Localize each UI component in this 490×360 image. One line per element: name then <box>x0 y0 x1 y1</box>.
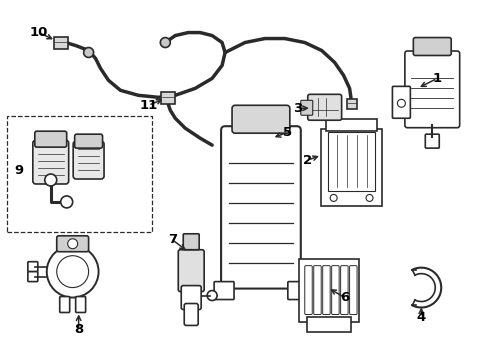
FancyBboxPatch shape <box>184 303 198 325</box>
FancyBboxPatch shape <box>33 140 69 184</box>
FancyBboxPatch shape <box>414 37 451 55</box>
FancyBboxPatch shape <box>183 234 199 250</box>
FancyBboxPatch shape <box>214 282 234 300</box>
FancyBboxPatch shape <box>35 131 67 147</box>
FancyBboxPatch shape <box>181 285 201 310</box>
FancyBboxPatch shape <box>221 126 301 289</box>
Circle shape <box>84 48 94 58</box>
Bar <box>54 37 68 49</box>
FancyBboxPatch shape <box>74 134 102 148</box>
FancyBboxPatch shape <box>308 94 342 120</box>
FancyBboxPatch shape <box>7 116 152 232</box>
Circle shape <box>397 99 405 107</box>
Circle shape <box>61 196 73 208</box>
FancyBboxPatch shape <box>326 119 377 131</box>
Text: 11: 11 <box>139 99 157 112</box>
Circle shape <box>207 291 217 301</box>
FancyBboxPatch shape <box>75 297 86 312</box>
Text: 7: 7 <box>168 233 177 246</box>
FancyBboxPatch shape <box>73 141 104 179</box>
FancyBboxPatch shape <box>232 105 290 133</box>
Circle shape <box>366 194 373 201</box>
FancyBboxPatch shape <box>305 266 312 315</box>
FancyBboxPatch shape <box>341 266 348 315</box>
FancyBboxPatch shape <box>299 259 359 323</box>
Circle shape <box>68 239 77 249</box>
FancyBboxPatch shape <box>328 132 375 191</box>
Text: 9: 9 <box>14 163 24 176</box>
FancyBboxPatch shape <box>28 262 38 272</box>
Text: 4: 4 <box>416 311 426 324</box>
Text: 5: 5 <box>283 126 293 139</box>
Text: 10: 10 <box>29 26 48 39</box>
FancyBboxPatch shape <box>60 297 70 312</box>
FancyBboxPatch shape <box>425 134 439 148</box>
FancyBboxPatch shape <box>349 266 357 315</box>
FancyBboxPatch shape <box>392 86 410 118</box>
Bar <box>346 99 357 109</box>
FancyBboxPatch shape <box>301 100 313 115</box>
FancyBboxPatch shape <box>178 250 204 292</box>
FancyBboxPatch shape <box>57 236 89 252</box>
Bar <box>161 92 175 104</box>
FancyBboxPatch shape <box>288 282 308 300</box>
Text: 1: 1 <box>433 72 442 85</box>
Circle shape <box>45 174 57 186</box>
Circle shape <box>57 256 89 288</box>
FancyBboxPatch shape <box>321 129 383 206</box>
Text: 3: 3 <box>293 102 302 115</box>
FancyBboxPatch shape <box>307 318 350 332</box>
FancyBboxPatch shape <box>405 51 460 128</box>
Text: 6: 6 <box>340 291 349 304</box>
FancyBboxPatch shape <box>28 272 38 282</box>
FancyBboxPatch shape <box>323 266 330 315</box>
Text: 8: 8 <box>74 323 83 336</box>
Circle shape <box>330 194 337 201</box>
FancyBboxPatch shape <box>314 266 321 315</box>
Text: 2: 2 <box>303 154 312 167</box>
Circle shape <box>47 246 98 298</box>
FancyBboxPatch shape <box>332 266 339 315</box>
Circle shape <box>160 37 171 48</box>
